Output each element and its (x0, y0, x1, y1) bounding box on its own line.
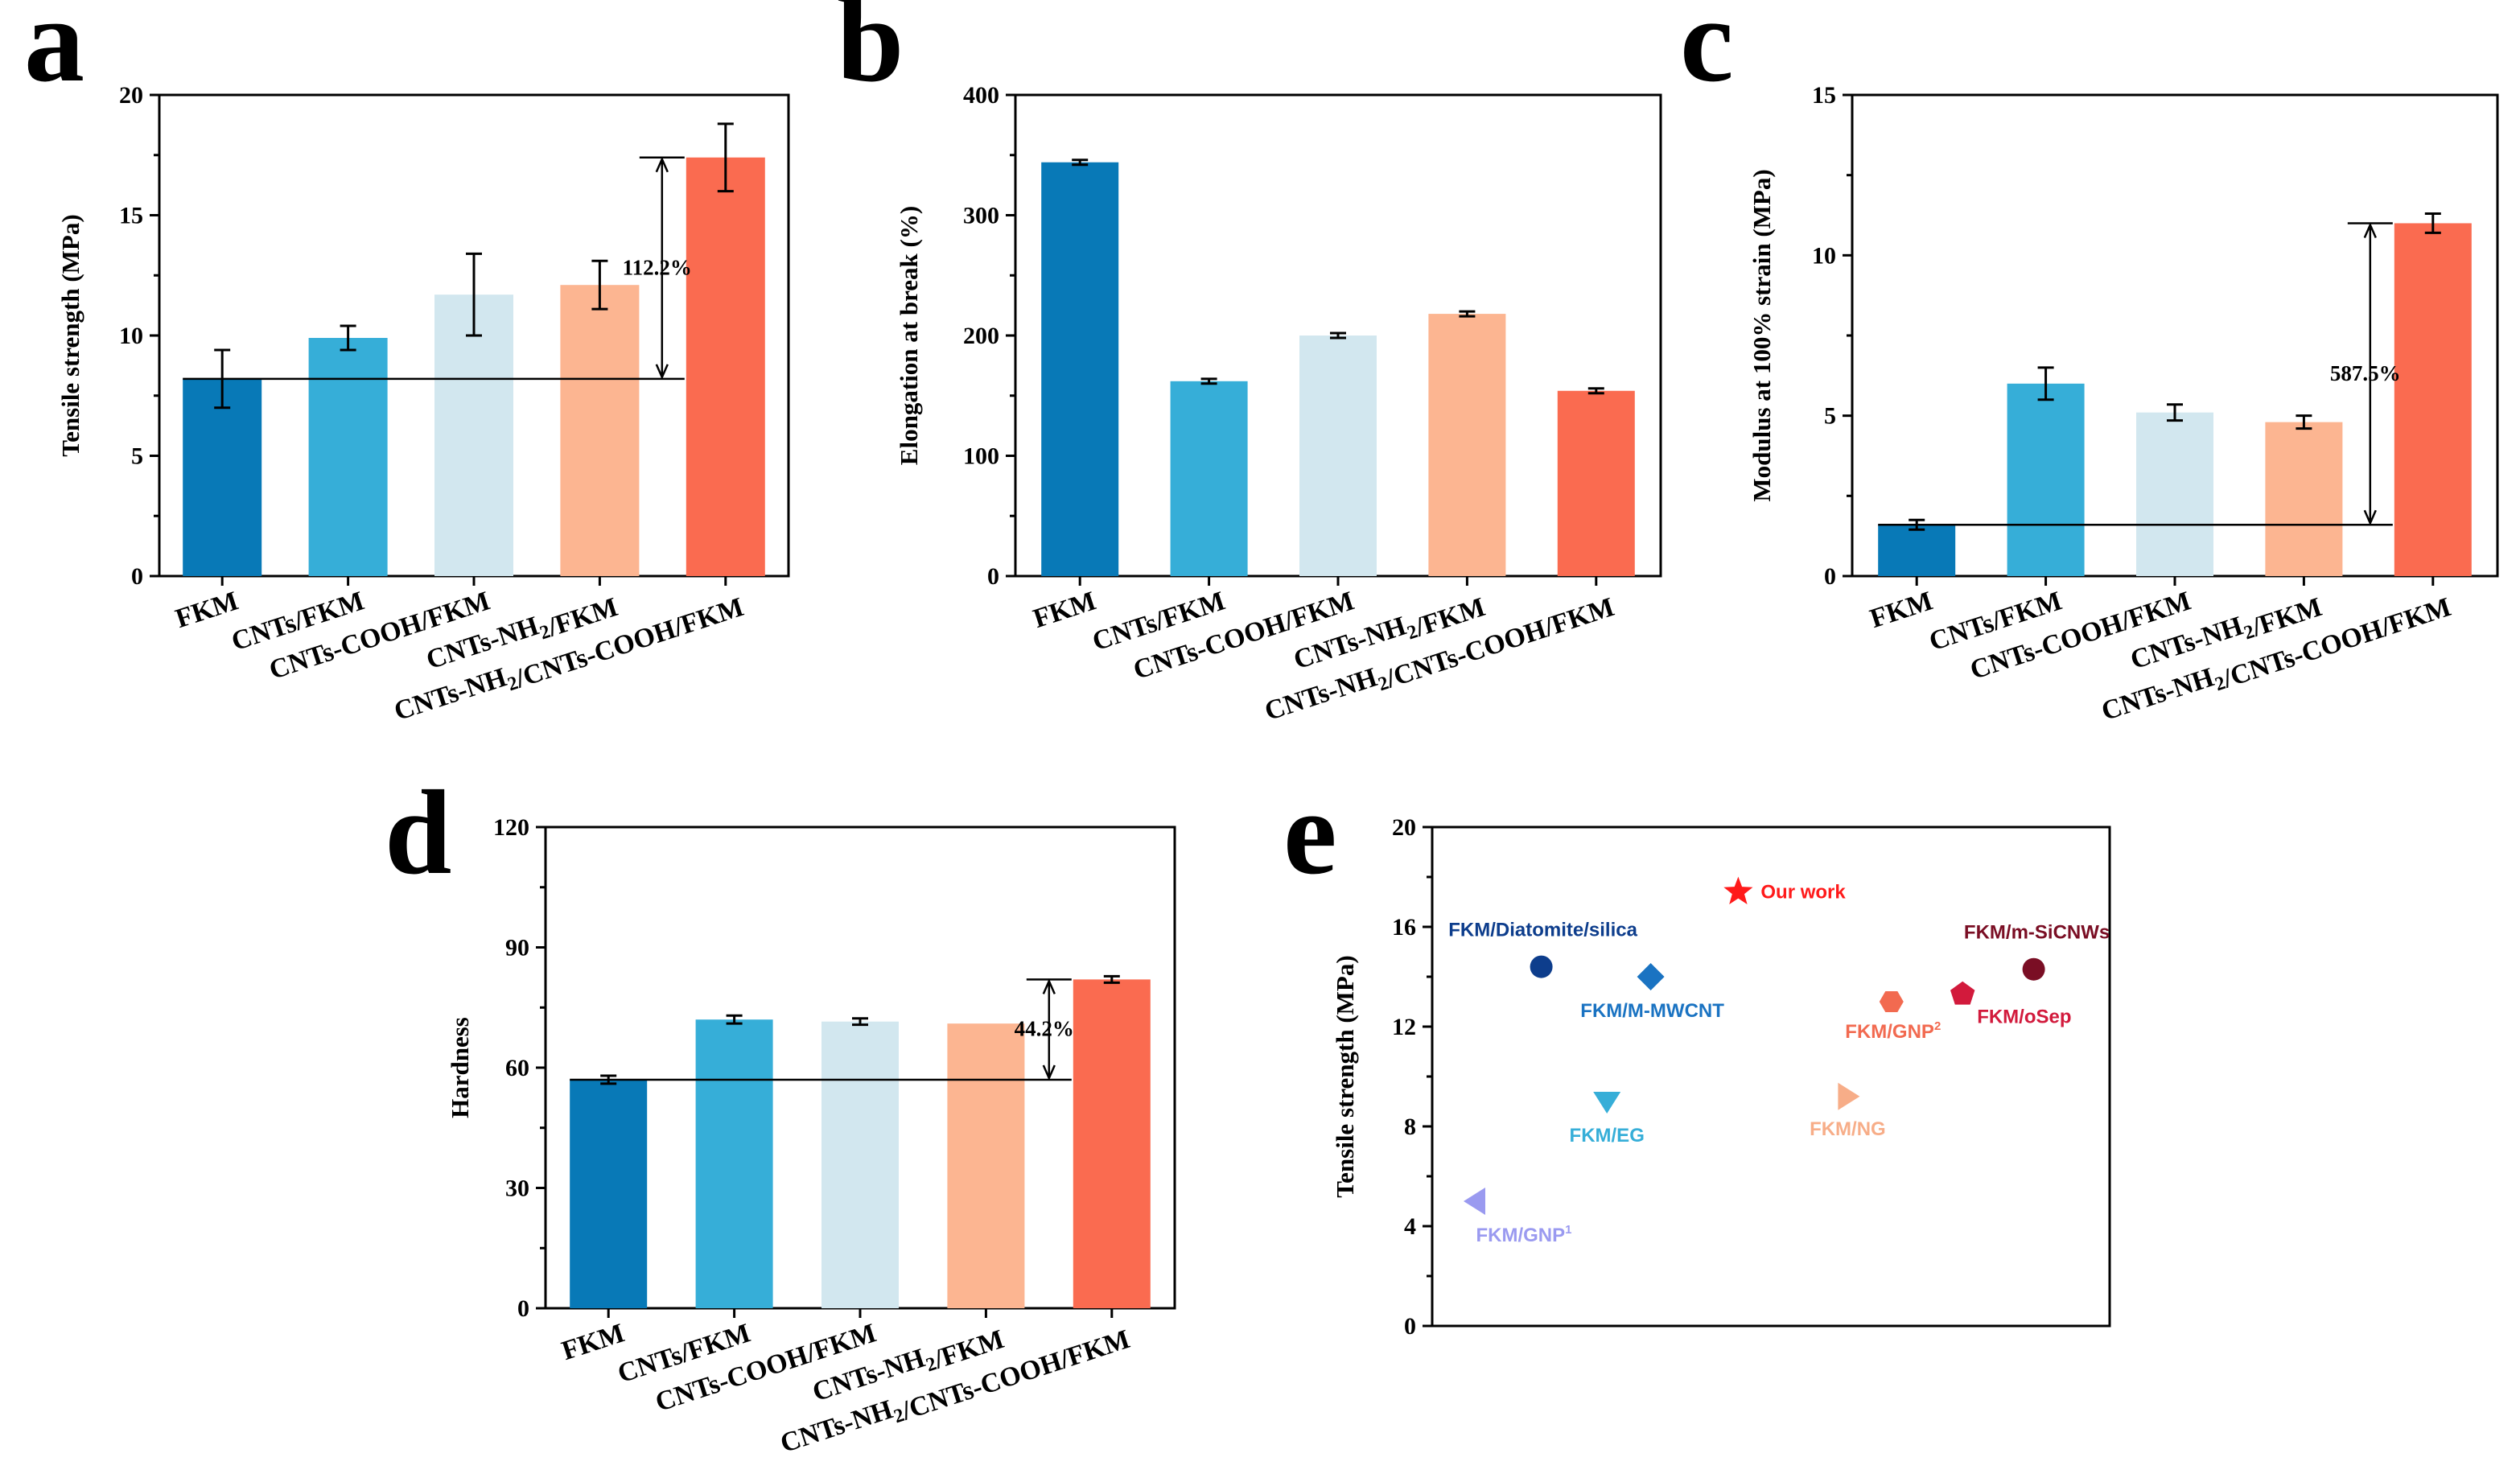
point-label: FKM/EG (1570, 1125, 1645, 1147)
y-axis-label: Tensile strength (MPa) (56, 214, 84, 456)
panel-letter: c (1680, 0, 1734, 107)
annotation-label: 587.5% (2330, 361, 2401, 385)
y-axis-label: Hardness (446, 1017, 474, 1118)
bar (308, 337, 388, 576)
arrow-head (2363, 222, 2377, 238)
bar (1557, 390, 1635, 576)
bar (1170, 381, 1248, 576)
y-tick-label: 90 (505, 935, 529, 961)
y-tick-label: 0 (1824, 563, 1836, 590)
arrow-head (655, 364, 669, 380)
scatter-point (1879, 991, 1904, 1012)
panel-letter: d (385, 766, 451, 900)
y-tick-label: 8 (1404, 1114, 1416, 1140)
y-tick-label: 60 (505, 1055, 529, 1081)
annotation-label: 112.2% (623, 255, 692, 279)
chart-panel-b: b 0 100 200 300 400 Elongation at break (%) FKM… (837, 0, 1662, 727)
point-label: FKM/oSep (1977, 1007, 2071, 1028)
y-tick-label: 20 (119, 82, 143, 109)
y-tick-label: 30 (505, 1175, 529, 1202)
bar (947, 1023, 1025, 1308)
bar (2394, 223, 2472, 576)
point-label: FKM/Diatomite/silica (1448, 920, 1637, 941)
y-tick-label: 100 (963, 443, 999, 470)
y-tick-label: 15 (1812, 82, 1836, 109)
y-tick-label: 15 (119, 203, 143, 229)
scatter-point (1723, 876, 1753, 904)
x-category-label: FKM (1030, 586, 1100, 634)
y-tick-label: 10 (119, 323, 143, 349)
scatter-point (1464, 1188, 1485, 1215)
y-tick-label: 5 (1824, 403, 1836, 430)
bar (1073, 979, 1151, 1308)
chart-panel-e: e 0 4 8 12 16 20 Tensile strength (MPa) Our work… (1283, 766, 2111, 1340)
y-tick-label: 400 (963, 82, 999, 109)
y-tick-label: 0 (1404, 1313, 1416, 1340)
bar (2136, 412, 2213, 576)
bar (1041, 162, 1119, 577)
bar (560, 285, 640, 576)
y-axis-label: Tensile strength (MPa) (1331, 955, 1359, 1197)
y-axis-label: Elongation at break (%) (895, 206, 923, 465)
y-tick-label: 0 (131, 563, 143, 590)
bar (1428, 314, 1506, 576)
bar (570, 1079, 648, 1308)
panel-letter: a (24, 0, 84, 107)
bar (434, 294, 513, 576)
y-tick-label: 20 (1392, 814, 1416, 841)
scatter-point (1530, 955, 1553, 978)
scatter-point (1637, 963, 1665, 990)
arrow-head (655, 156, 669, 173)
scatter-point (1950, 981, 1975, 1005)
y-tick-label: 0 (517, 1295, 529, 1322)
bar (686, 157, 765, 577)
scatter-point (2022, 957, 2045, 981)
y-tick-label: 16 (1392, 914, 1416, 941)
y-tick-label: 4 (1404, 1213, 1416, 1240)
panel-letter: e (1283, 766, 1337, 900)
x-category-label: FKM (1867, 586, 1937, 634)
y-tick-label: 12 (1392, 1014, 1416, 1040)
y-axis-label: Modulus at 100% strain (MPa) (1748, 169, 1776, 501)
bar (2007, 383, 2085, 576)
y-tick-label: 200 (963, 323, 999, 349)
y-tick-label: 5 (131, 443, 143, 470)
bar (821, 1021, 899, 1308)
annotation-label: 44.2% (1015, 1017, 1074, 1041)
scatter-point (1838, 1082, 1860, 1110)
point-label: FKM/GNP2 (1845, 1019, 1941, 1043)
point-label: FKM/M-MWCNT (1580, 1000, 1724, 1022)
scatter-point (1593, 1092, 1621, 1114)
panel-letter: b (837, 0, 904, 107)
arrow-head (2363, 509, 2377, 526)
bar (2265, 422, 2343, 576)
bar (1299, 336, 1377, 576)
bar (183, 378, 262, 576)
y-tick-label: 120 (493, 814, 529, 841)
arrow-head (1042, 1064, 1056, 1081)
point-label: FKM/NG (1810, 1118, 1886, 1140)
point-label: FKM/GNP1 (1476, 1223, 1571, 1246)
point-label: Our work (1760, 882, 1846, 904)
y-tick-label: 0 (987, 563, 999, 590)
arrow-head (1042, 978, 1056, 994)
bar (1878, 525, 1956, 576)
y-tick-label: 300 (963, 203, 999, 229)
y-tick-label: 10 (1812, 242, 1836, 269)
point-label: FKM/m-SiCNWs (1964, 922, 2110, 944)
chart-panel-d: d0306090120HardnessFKMCNTs/FKMCNTs-COOH/… (385, 766, 1176, 1459)
bar (695, 1019, 773, 1308)
